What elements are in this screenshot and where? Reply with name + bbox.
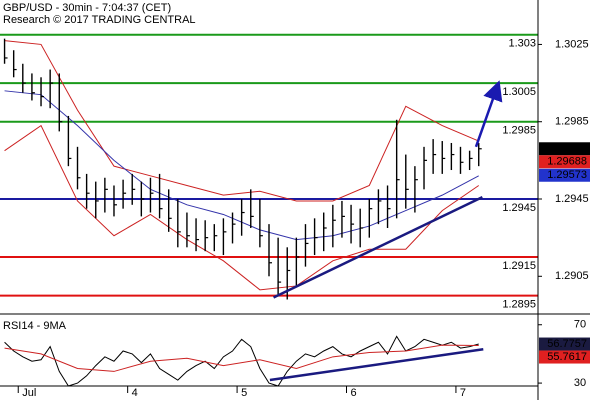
level-label: 1.2915 — [502, 260, 536, 272]
price-tag — [539, 350, 590, 364]
x-tick-label: 5 — [241, 387, 247, 399]
level-label: 1.2895 — [502, 299, 536, 311]
y-tick-label: 70 — [574, 319, 586, 331]
y-tick-label: 1.3025 — [555, 38, 589, 50]
y-tick-label: 1.2905 — [555, 270, 589, 282]
price-tag — [539, 142, 590, 156]
price-tag — [539, 168, 590, 182]
x-tick-label: 7 — [460, 387, 466, 399]
y-tick-label: 1.2945 — [555, 193, 589, 205]
main-panel — [0, 33, 538, 300]
y-tick-label: 1.2985 — [555, 116, 589, 128]
chart-title: GBP/USD - 30min - 7:04:37 (CET) — [3, 2, 171, 14]
price-tag — [539, 337, 590, 351]
price-tag-label: 1.2971 — [553, 143, 587, 155]
overlay-line — [4, 40, 479, 202]
x-tick-label: 6 — [351, 387, 357, 399]
x-tick-label: Jul — [22, 387, 36, 399]
overlay-line — [4, 124, 480, 291]
price-tag — [539, 155, 590, 169]
chart-subtitle: Research © 2017 TRADING CENTRAL — [3, 14, 196, 26]
rsi-line — [4, 344, 479, 372]
level-label: 1.2945 — [502, 202, 536, 214]
level-label: 1.3005 — [502, 86, 536, 98]
level-label: 1.2985 — [502, 125, 536, 137]
price-tag-label: 55.7617 — [547, 351, 587, 363]
forecast-arrow — [474, 80, 503, 148]
overlay-layer: 1.303 1.3005 1.2985 1.2945 1.2915 1.2895 — [474, 38, 536, 311]
y-tick-label: 30 — [574, 377, 586, 389]
price-tag-label: 1.29573 — [547, 169, 587, 181]
x-tick-label: 4 — [132, 387, 138, 399]
rsi-line — [4, 335, 479, 386]
price-tag-label: 1.29688 — [547, 156, 587, 168]
trendline — [273, 195, 483, 299]
level-label: 1.303 — [508, 38, 536, 50]
price-tag-label: 56.7757 — [547, 338, 587, 350]
rsi-panel — [4, 335, 484, 386]
trendline — [269, 348, 484, 382]
rsi-title: RSI14 - 9MA — [3, 320, 67, 332]
